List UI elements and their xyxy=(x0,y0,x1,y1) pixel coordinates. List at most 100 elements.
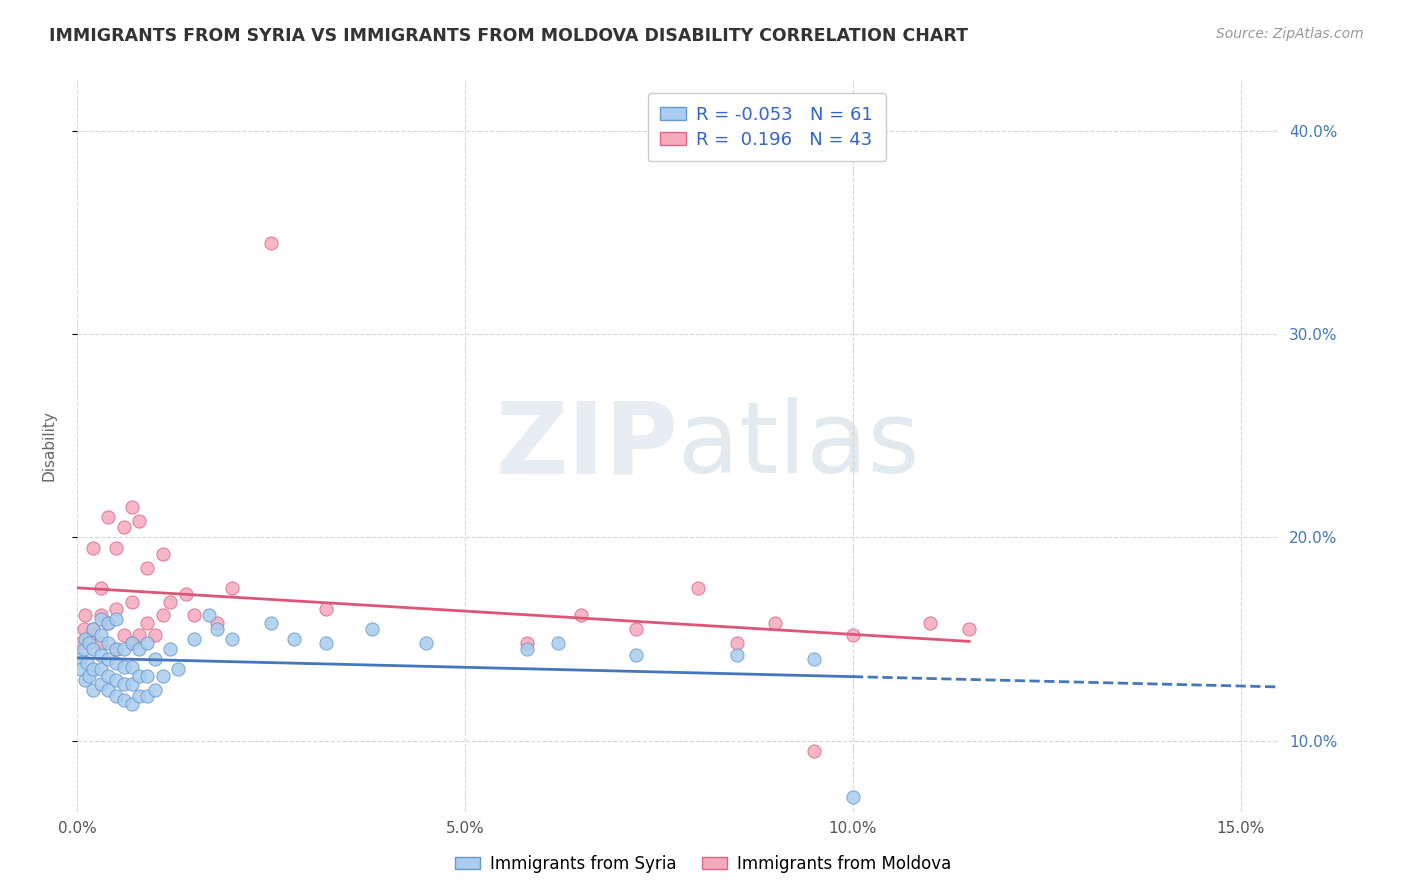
Point xyxy=(315,636,337,650)
Text: IMMIGRANTS FROM SYRIA VS IMMIGRANTS FROM MOLDOVA DISABILITY CORRELATION CHART: IMMIGRANTS FROM SYRIA VS IMMIGRANTS FROM… xyxy=(49,27,969,45)
Point xyxy=(152,607,174,622)
Point xyxy=(516,642,538,657)
Point xyxy=(105,541,128,555)
Point xyxy=(121,636,143,650)
Point xyxy=(221,581,243,595)
Point xyxy=(112,520,135,534)
Point xyxy=(105,601,128,615)
Point xyxy=(77,632,100,646)
Point xyxy=(97,682,120,697)
Point xyxy=(121,677,143,691)
Point xyxy=(72,622,94,636)
Point xyxy=(97,636,120,650)
Point xyxy=(128,628,150,642)
Point xyxy=(183,607,205,622)
Point xyxy=(121,595,143,609)
Point xyxy=(136,689,159,703)
Point xyxy=(90,677,112,691)
Point xyxy=(75,607,97,622)
Point xyxy=(763,615,786,630)
Point xyxy=(516,636,538,650)
Point xyxy=(159,642,181,657)
Text: atlas: atlas xyxy=(679,398,920,494)
Point xyxy=(105,673,128,687)
Point xyxy=(842,790,865,805)
Point xyxy=(75,673,97,687)
Point xyxy=(82,642,104,657)
Point xyxy=(77,668,100,682)
Point xyxy=(82,663,104,677)
Point xyxy=(183,632,205,646)
Point xyxy=(803,744,825,758)
Point xyxy=(143,682,166,697)
Point xyxy=(97,652,120,666)
Point xyxy=(82,541,104,555)
Point xyxy=(136,668,159,682)
Y-axis label: Disability: Disability xyxy=(42,410,56,482)
Point xyxy=(105,612,128,626)
Point xyxy=(112,628,135,642)
Point xyxy=(128,642,150,657)
Point xyxy=(105,689,128,703)
Point xyxy=(77,636,100,650)
Point xyxy=(957,622,980,636)
Point xyxy=(97,615,120,630)
Point xyxy=(361,622,384,636)
Point xyxy=(90,663,112,677)
Point xyxy=(547,636,569,650)
Point xyxy=(121,500,143,514)
Point xyxy=(686,581,709,595)
Point xyxy=(152,547,174,561)
Point xyxy=(70,663,93,677)
Point xyxy=(152,668,174,682)
Point xyxy=(97,668,120,682)
Point xyxy=(90,581,112,595)
Point xyxy=(105,657,128,671)
Point xyxy=(920,615,942,630)
Point xyxy=(112,660,135,674)
Point xyxy=(283,632,305,646)
Point xyxy=(90,607,112,622)
Point xyxy=(90,628,112,642)
Point xyxy=(725,648,748,663)
Point xyxy=(136,615,159,630)
Point xyxy=(143,652,166,666)
Point xyxy=(112,677,135,691)
Point xyxy=(97,615,120,630)
Point xyxy=(82,622,104,636)
Point xyxy=(624,622,647,636)
Point xyxy=(75,632,97,646)
Point xyxy=(571,607,593,622)
Point xyxy=(121,660,143,674)
Point xyxy=(69,652,91,666)
Point xyxy=(221,632,243,646)
Point xyxy=(415,636,437,650)
Point xyxy=(105,642,128,657)
Point xyxy=(90,648,112,663)
Point xyxy=(725,636,748,650)
Point xyxy=(112,693,135,707)
Point xyxy=(143,628,166,642)
Point xyxy=(128,514,150,528)
Point xyxy=(97,510,120,524)
Point xyxy=(159,595,181,609)
Point xyxy=(72,642,94,657)
Point xyxy=(136,636,159,650)
Point xyxy=(260,235,283,250)
Point xyxy=(121,636,143,650)
Point xyxy=(105,642,128,657)
Point xyxy=(128,689,150,703)
Point xyxy=(198,607,221,622)
Point xyxy=(167,663,190,677)
Point xyxy=(76,657,98,671)
Point xyxy=(624,648,647,663)
Point xyxy=(112,642,135,657)
Point xyxy=(69,636,91,650)
Text: ZIP: ZIP xyxy=(495,398,679,494)
Point xyxy=(82,622,104,636)
Point xyxy=(842,628,865,642)
Point xyxy=(90,636,112,650)
Point xyxy=(205,615,228,630)
Point xyxy=(121,697,143,711)
Point xyxy=(90,612,112,626)
